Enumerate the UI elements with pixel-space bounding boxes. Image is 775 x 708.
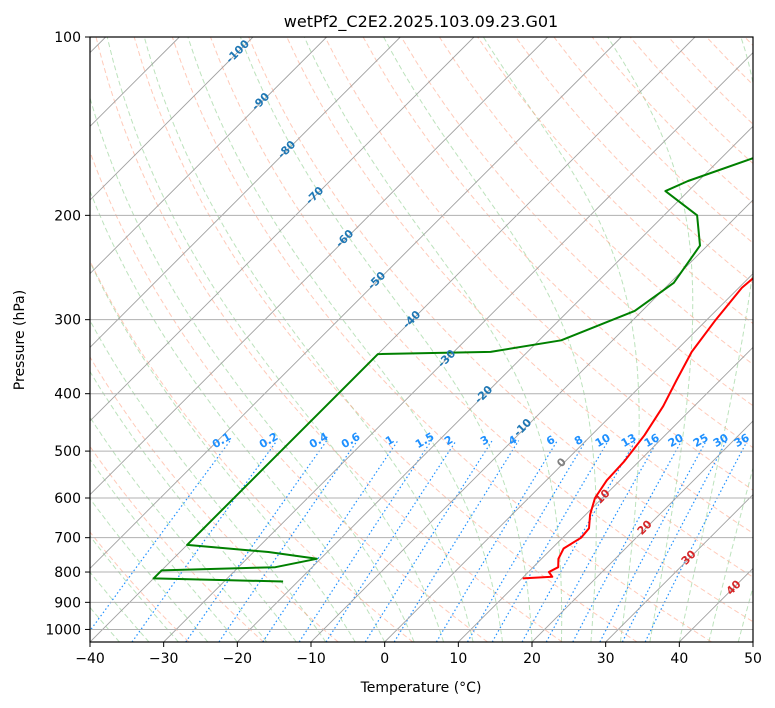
x-tick-label: −10 — [296, 651, 326, 667]
y-tick-label: 400 — [54, 387, 81, 403]
moist-adiabat-line — [708, 466, 753, 642]
isotherm-line — [90, 37, 254, 201]
isotherm-line — [531, 420, 753, 642]
temperature-series-line — [522, 277, 753, 580]
mixing-ratio-line — [435, 440, 558, 642]
dry-adiabats — [90, 37, 753, 642]
dry-adiabat-line — [133, 37, 638, 642]
mixing-ratio-line — [364, 440, 493, 642]
moist-adiabat-line — [143, 37, 474, 642]
moist-adiabat-line — [239, 37, 533, 642]
x-tick-label: −20 — [223, 651, 253, 667]
moist-adiabat-line — [383, 37, 597, 642]
x-tick-label: 40 — [670, 651, 688, 667]
isotherm-line — [90, 37, 548, 496]
dry-adiabat-line — [95, 37, 563, 642]
y-tick-label: 300 — [54, 313, 81, 329]
plot-frame — [89, 36, 754, 643]
y-tick-label: 1000 — [45, 622, 81, 638]
chart-title: wetPf2_C2E2.2025.103.09.23.G01 — [284, 12, 558, 32]
isotherms — [90, 37, 753, 642]
y-tick-label: 900 — [54, 595, 81, 611]
y-tick-label: 100 — [54, 30, 81, 46]
x-tick-label: −40 — [75, 651, 105, 667]
dry-adiabat-line — [171, 37, 712, 642]
dry-adiabat-line — [438, 37, 753, 366]
dry-adiabat-line — [90, 531, 190, 642]
dewpoint-series-line — [152, 157, 753, 583]
x-tick-label: 0 — [380, 651, 389, 667]
isotherm-line — [163, 52, 753, 642]
dry-adiabat-line — [90, 445, 264, 642]
mixing-ratio-line — [572, 440, 683, 642]
mixing-ratio-line — [185, 440, 328, 642]
dry-adiabat-line — [400, 37, 753, 407]
mixing-ratio-line — [131, 440, 278, 642]
mixing-ratio-line — [298, 440, 432, 642]
moist-adiabat-line — [90, 319, 327, 642]
mixing-ratio-line — [545, 440, 659, 642]
mixing-ratio-line — [491, 440, 609, 642]
plot-background — [90, 37, 753, 642]
isotherm-line — [605, 494, 753, 642]
isotherm-line — [458, 346, 753, 642]
dry-adiabat-line — [210, 37, 753, 623]
mixing-ratio-line — [262, 440, 399, 642]
isotherm-line — [752, 641, 753, 642]
mixing-ratio-line — [90, 440, 231, 632]
dry-adiabat-line — [90, 356, 339, 642]
moist-adiabat-line — [737, 585, 753, 642]
moist-adiabat-line — [187, 37, 503, 642]
isotherm-line — [237, 125, 753, 642]
moist-adiabat-line — [607, 37, 694, 642]
moist-adiabat-line — [106, 37, 445, 642]
moist-adiabat-line — [90, 416, 268, 642]
x-axis-label: Temperature (°C) — [360, 680, 482, 696]
x-axis-ticks: −40 −30 −20 −10 0 10 20 30 40 50 — [75, 642, 762, 667]
moist-adiabat-line — [90, 260, 356, 642]
moist-adiabat-line — [90, 458, 238, 642]
isotherm-line — [90, 37, 475, 422]
mixing-ratio-line — [644, 440, 748, 642]
isotherm-line — [90, 37, 401, 348]
moist-adiabat-line — [303, 37, 563, 642]
y-tick-label: 700 — [54, 531, 81, 547]
x-tick-label: −30 — [149, 651, 179, 667]
y-axis-ticks: 100 200 300 400 500 600 700 800 900 1000 — [45, 30, 90, 638]
x-tick-label: 50 — [744, 651, 762, 667]
y-tick-label: 500 — [54, 444, 81, 460]
mixing-ratio-line — [325, 440, 457, 642]
mixing-ratio-line — [521, 440, 637, 642]
x-tick-label: 30 — [597, 651, 615, 667]
y-tick-label: 600 — [54, 491, 81, 507]
isotherm-line — [384, 273, 753, 642]
profile-lines — [152, 157, 753, 583]
pressure-gridlines — [90, 37, 753, 630]
dry-adiabat-line — [248, 37, 753, 578]
y-tick-label: 200 — [54, 208, 81, 224]
y-axis-label: Pressure (hPa) — [12, 290, 28, 390]
x-tick-label: 10 — [449, 651, 467, 667]
moist-adiabat-line — [482, 37, 640, 642]
isotherm-line — [310, 199, 753, 642]
isotherm-line — [90, 37, 622, 569]
x-tick-label: 20 — [523, 651, 541, 667]
mixing-ratio-line — [466, 440, 587, 642]
isotherm-line — [90, 37, 327, 275]
dry-adiabat-line — [90, 150, 488, 642]
dry-adiabat-line — [324, 37, 753, 491]
y-tick-label: 800 — [54, 565, 81, 581]
